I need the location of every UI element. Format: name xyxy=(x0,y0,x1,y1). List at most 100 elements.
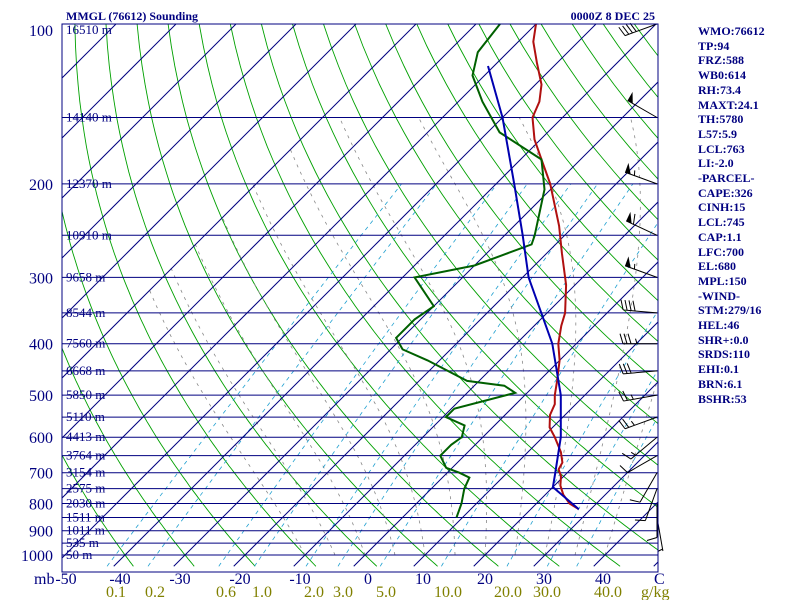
height-label: 2030 m xyxy=(66,496,105,511)
isotherm-line xyxy=(293,201,658,567)
mixing-ratio-line xyxy=(106,183,402,567)
parameter-item: STM:279/16 xyxy=(698,303,762,318)
moist-adiabat xyxy=(574,117,641,556)
pressure-unit-label: mb xyxy=(34,571,54,588)
dry-adiabat xyxy=(62,346,195,567)
mixing-ratio-line xyxy=(546,369,658,567)
parameter-item: CAP:1.1 xyxy=(698,229,742,244)
mixing-ratio-unit-label: g/kg xyxy=(641,584,669,600)
mixing-ratio-label: 0.2 xyxy=(145,584,165,600)
dry-adiabat xyxy=(62,454,134,567)
temperature-tick-label: 40 xyxy=(595,571,611,588)
isotherm-line xyxy=(413,321,658,567)
wind-barb xyxy=(618,363,658,375)
wind-barb xyxy=(619,455,658,474)
temperature-tick-label: -30 xyxy=(169,571,190,588)
isotherm-line xyxy=(62,24,477,439)
moist-adiabat xyxy=(518,117,577,556)
mixing-ratio-line xyxy=(254,183,528,567)
mixing-ratio-label: 2.0 xyxy=(304,584,324,600)
parameter-item: -WIND- xyxy=(698,288,740,303)
parameter-item: BSHR:53 xyxy=(698,391,747,406)
wind-barb xyxy=(624,256,658,278)
moist-adiabat xyxy=(288,146,456,555)
pressure-tick-label: 1000 xyxy=(21,548,53,565)
height-label: 16510 m xyxy=(66,22,112,37)
mixing-ratio-line xyxy=(506,309,658,567)
mixing-ratio-label: 3.0 xyxy=(333,584,353,600)
wind-barb xyxy=(646,503,658,542)
height-label: 7560 m xyxy=(66,336,105,351)
wind-barb xyxy=(618,390,658,402)
parameter-item: FRZ:588 xyxy=(698,53,744,68)
parameter-item: TH:5780 xyxy=(698,112,744,127)
mixing-ratio-label: 1.0 xyxy=(252,584,272,600)
temperature-tick-label: -20 xyxy=(229,571,250,588)
parameter-item: LCL:763 xyxy=(698,141,745,156)
isotherm-line xyxy=(173,81,658,567)
wind-barb xyxy=(627,91,658,118)
moist-adiabat xyxy=(221,215,396,556)
mixing-ratio-line xyxy=(218,183,498,567)
isotherm-line xyxy=(62,24,597,559)
temperature-tick-label: 10 xyxy=(415,571,431,588)
parameter-item: SRDS:110 xyxy=(698,347,751,362)
parcel-profile xyxy=(487,65,580,510)
pressure-tick-label: 300 xyxy=(29,270,53,287)
parameter-item: RH:73.4 xyxy=(698,82,741,97)
isotherm-line xyxy=(473,381,658,567)
dewpoint-profile xyxy=(394,24,546,518)
moist-adiabat xyxy=(169,265,336,556)
parameter-item: SHR+:0.0 xyxy=(698,332,749,347)
pressure-tick-label: 500 xyxy=(29,388,53,405)
height-label: 5850 m xyxy=(66,387,105,402)
parameter-item: WB0:614 xyxy=(698,68,746,83)
mixing-ratio-label: 0.6 xyxy=(216,584,236,600)
pressure-tick-label: 700 xyxy=(29,466,53,483)
sounding-parameters: WMO:76612 TP:94 FRZ:588 WB0:614 RH:73.4 MAXT:… xyxy=(698,24,765,406)
parameter-item: WMO:76612 xyxy=(698,24,765,38)
height-label: 9658 m xyxy=(66,269,105,284)
parameter-item: CAPE:326 xyxy=(698,185,753,200)
height-label: 3764 m xyxy=(66,448,105,463)
temperature-profile xyxy=(531,24,580,511)
pressure-tick-label: 600 xyxy=(29,430,53,447)
height-label: 8544 m xyxy=(66,305,105,320)
height-label: 50 m xyxy=(66,547,92,562)
mixing-ratio-label: 0.1 xyxy=(106,584,126,600)
parameter-item: EL:680 xyxy=(698,259,737,274)
moist-adiabat xyxy=(148,288,306,556)
moist-adiabat xyxy=(194,244,366,556)
parameter-item: HEL:46 xyxy=(698,318,740,333)
temperature-tick-label: 30 xyxy=(536,571,552,588)
mixing-ratio-label: 40.0 xyxy=(594,584,622,600)
mixing-ratio-label: 20.0 xyxy=(494,584,522,600)
temperature-tick-label: 20 xyxy=(477,571,493,588)
parameter-item: LI:-2.0 xyxy=(698,156,734,171)
mixing-ratio-line xyxy=(441,221,658,567)
isotherm-line xyxy=(62,24,357,319)
mixing-ratio-label: 5.0 xyxy=(376,584,396,600)
isotherm-line xyxy=(62,24,537,499)
isotherm-line xyxy=(62,24,417,379)
pressure-tick-label: 900 xyxy=(29,524,53,541)
wind-barb xyxy=(620,299,658,314)
moist-adiabat xyxy=(339,117,487,556)
wind-barb xyxy=(625,211,658,236)
parameter-item: CINH:15 xyxy=(698,200,746,215)
parameter-item: LCL:745 xyxy=(698,215,745,230)
temperature-tick-label: -40 xyxy=(109,571,130,588)
height-label: 14140 m xyxy=(66,110,112,125)
temperature-unit-label: C xyxy=(654,571,665,588)
height-label: 4413 m xyxy=(66,429,105,444)
wind-barb xyxy=(629,472,658,503)
height-label: 2575 m xyxy=(66,481,105,496)
parameter-item: TP:94 xyxy=(698,38,730,53)
pressure-tick-label: 800 xyxy=(29,497,53,514)
parameter-item: MAXT:24.1 xyxy=(698,97,759,112)
parameter-item: -PARCEL- xyxy=(698,171,755,186)
parameter-item: L57:5.9 xyxy=(698,126,737,141)
wind-barb xyxy=(619,333,657,345)
